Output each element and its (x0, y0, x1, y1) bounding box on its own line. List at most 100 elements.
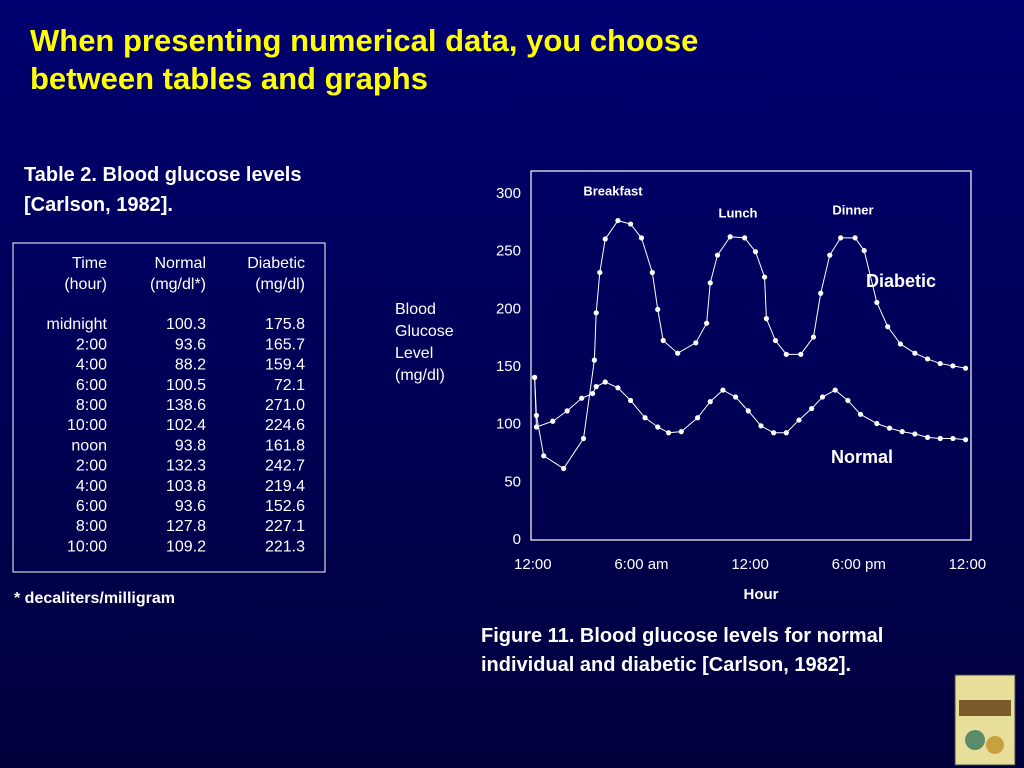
data-point (564, 408, 570, 414)
data-point (809, 405, 815, 412)
y-tick-label: 250 (496, 243, 521, 260)
table-cell: 72.1 (274, 377, 305, 394)
data-point (761, 274, 768, 280)
data-point (704, 320, 710, 326)
data-point (638, 235, 645, 241)
table-cell: 4:00 (76, 478, 107, 495)
x-tick-label: 12:00 (514, 556, 552, 573)
table-cell: 8:00 (76, 518, 107, 535)
data-point (950, 435, 956, 442)
meal-annotation: Lunch (719, 205, 758, 220)
meal-annotation: Breakfast (583, 183, 643, 198)
data-point (627, 397, 634, 404)
data-point (874, 299, 880, 306)
data-point (602, 379, 608, 385)
data-point (733, 394, 739, 400)
data-point (818, 290, 824, 296)
data-point (615, 217, 621, 224)
y-tick-label: 50 (504, 473, 521, 490)
table-cell: 6:00 (76, 498, 107, 515)
table-cell: 2:00 (76, 336, 107, 353)
y-tick-label: 150 (496, 358, 521, 375)
table-cell: 4:00 (76, 357, 107, 374)
figure-caption: Figure 11. Blood glucose levels for norm… (481, 625, 884, 676)
data-point (707, 280, 713, 286)
table-cell: 88.2 (175, 357, 206, 374)
data-point (783, 351, 789, 357)
data-point (962, 437, 969, 443)
data-point (912, 431, 918, 437)
x-tick-label: 12:00 (731, 556, 769, 573)
data-point (742, 235, 748, 241)
x-tick-label: 6:00 am (614, 556, 668, 573)
data-point (579, 395, 585, 401)
data-point (533, 424, 540, 430)
data-point (924, 356, 931, 362)
data-point (541, 453, 547, 459)
table-cell: 175.8 (265, 316, 305, 333)
data-point (655, 306, 661, 312)
data-point (627, 221, 634, 227)
data-point (580, 435, 587, 442)
data-point (810, 334, 817, 340)
meal-annotation: Dinner (832, 202, 873, 217)
data-point (693, 340, 699, 346)
table-cell: 132.3 (166, 458, 206, 475)
table-cell: 10:00 (67, 538, 107, 555)
data-point (593, 384, 599, 390)
table-cell: midnight (47, 316, 108, 333)
table-cell: 227.1 (265, 518, 305, 535)
table-cell: 93.6 (175, 336, 206, 353)
data-point (886, 425, 893, 431)
table-header: (mg/dl) (255, 276, 305, 293)
data-point (924, 434, 931, 440)
y-tick-label: 200 (496, 300, 521, 317)
data-point (615, 385, 621, 391)
data-point (727, 234, 733, 240)
table-border (12, 242, 326, 573)
table-cell: 10:00 (67, 417, 107, 434)
table-cell: 127.8 (166, 518, 206, 535)
table-caption: Table 2. Blood glucose levels [Carlson, … (24, 164, 302, 216)
data-point (649, 269, 655, 276)
plot-frame (530, 170, 972, 541)
data-point (532, 374, 538, 381)
data-point (885, 324, 891, 330)
data-point (707, 399, 713, 405)
data-point (852, 235, 858, 241)
table-cell: 271.0 (265, 397, 305, 414)
data-point (560, 465, 567, 472)
data-point (783, 430, 789, 436)
data-point (593, 310, 599, 316)
y-tick-label: 0 (513, 531, 521, 548)
slide-title: When presenting numerical data, you choo… (30, 23, 699, 96)
y-tick-label: 100 (496, 416, 521, 433)
table-cell: 8:00 (76, 397, 107, 414)
table-cell: 224.6 (265, 417, 305, 434)
data-point (874, 420, 880, 427)
x-tick-label: 6:00 pm (832, 556, 886, 573)
data-point (857, 411, 864, 417)
data-point (752, 249, 759, 255)
book-icon (954, 674, 1016, 766)
table-cell: 100.3 (166, 316, 206, 333)
table-header: Diabetic (247, 255, 305, 272)
data-point (832, 387, 838, 393)
x-tick-label: 12:00 (949, 556, 987, 573)
data-point (937, 360, 943, 367)
table-cell: 93.6 (175, 498, 206, 515)
table-cell: 6:00 (76, 377, 107, 394)
data-point (897, 341, 903, 347)
data-point (591, 357, 597, 363)
data-point (861, 247, 867, 254)
data-point (745, 408, 751, 414)
data-point (796, 417, 802, 423)
data-point (655, 424, 661, 430)
table-cell: 165.7 (265, 336, 305, 353)
table-cell: 242.7 (265, 458, 305, 475)
table-cell: 152.6 (265, 498, 305, 515)
table-cell: 103.8 (166, 478, 206, 495)
table-cell: 138.6 (166, 397, 206, 414)
